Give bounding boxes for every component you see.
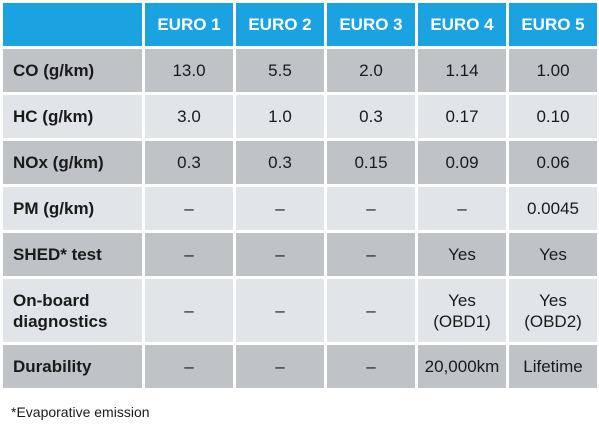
row-label-shed-test: SHED* test — [3, 233, 142, 276]
table-cell: – — [236, 279, 324, 342]
table-cell: 13.0 — [145, 49, 233, 92]
row-label-durability: Durability — [3, 345, 142, 388]
table-cell: Yes (OBD2) — [509, 279, 597, 342]
column-header-euro-4: EURO 4 — [418, 3, 506, 46]
table-row-shed-test: SHED* test – – – Yes Yes — [3, 233, 597, 276]
table-cell: – — [327, 187, 415, 230]
column-header-euro-3: EURO 3 — [327, 3, 415, 46]
table-row-pm: PM (g/km) – – – – 0.0045 — [3, 187, 597, 230]
table-cell: – — [327, 233, 415, 276]
table-cell: 20,000km — [418, 345, 506, 388]
table-cell: – — [327, 345, 415, 388]
table-cell: – — [145, 233, 233, 276]
row-label-nox: NOx (g/km) — [3, 141, 142, 184]
footnote: *Evaporative emission — [11, 404, 150, 420]
table-cell: – — [236, 345, 324, 388]
table-cell: 0.3 — [145, 141, 233, 184]
column-header-euro-5: EURO 5 — [509, 3, 597, 46]
table-row-durability: Durability – – – 20,000km Lifetime — [3, 345, 597, 388]
row-label-hc: HC (g/km) — [3, 95, 142, 138]
table-cell: 0.0045 — [509, 187, 597, 230]
table-cell: 1.14 — [418, 49, 506, 92]
row-label-pm: PM (g/km) — [3, 187, 142, 230]
table-row-nox: NOx (g/km) 0.3 0.3 0.15 0.09 0.06 — [3, 141, 597, 184]
table-cell: Lifetime — [509, 345, 597, 388]
column-header-euro-2: EURO 2 — [236, 3, 324, 46]
table-cell: – — [236, 233, 324, 276]
table-cell: 0.09 — [418, 141, 506, 184]
table-cell: 5.5 — [236, 49, 324, 92]
table-cell: – — [418, 187, 506, 230]
table-cell: Yes — [418, 233, 506, 276]
table-cell: – — [145, 279, 233, 342]
table-cell: 0.06 — [509, 141, 597, 184]
table-cell: – — [327, 279, 415, 342]
table-cell: 2.0 — [327, 49, 415, 92]
table-cell: 3.0 — [145, 95, 233, 138]
table-cell: 0.3 — [236, 141, 324, 184]
header-row: EURO 1 EURO 2 EURO 3 EURO 4 EURO 5 — [3, 3, 597, 46]
table-cell: 1.00 — [509, 49, 597, 92]
table-cell: Yes (OBD1) — [418, 279, 506, 342]
table-cell: – — [145, 345, 233, 388]
table-cell: Yes — [509, 233, 597, 276]
table-cell: 0.15 — [327, 141, 415, 184]
table-cell: 0.10 — [509, 95, 597, 138]
row-label-on-board-diagnostics: On-board diagnostics — [3, 279, 142, 342]
table-row-on-board-diagnostics: On-board diagnostics – – – Yes (OBD1) Ye… — [3, 279, 597, 342]
emissions-standards-table: EURO 1 EURO 2 EURO 3 EURO 4 EURO 5 CO (g… — [3, 3, 597, 388]
table-row-hc: HC (g/km) 3.0 1.0 0.3 0.17 0.10 — [3, 95, 597, 138]
table-cell: – — [145, 187, 233, 230]
column-header-euro-1: EURO 1 — [145, 3, 233, 46]
row-label-co: CO (g/km) — [3, 49, 142, 92]
table-cell: 1.0 — [236, 95, 324, 138]
table-cell: 0.17 — [418, 95, 506, 138]
table-cell: 0.3 — [327, 95, 415, 138]
table-row-co: CO (g/km) 13.0 5.5 2.0 1.14 1.00 — [3, 49, 597, 92]
header-corner-cell — [3, 3, 142, 46]
table-cell: – — [236, 187, 324, 230]
